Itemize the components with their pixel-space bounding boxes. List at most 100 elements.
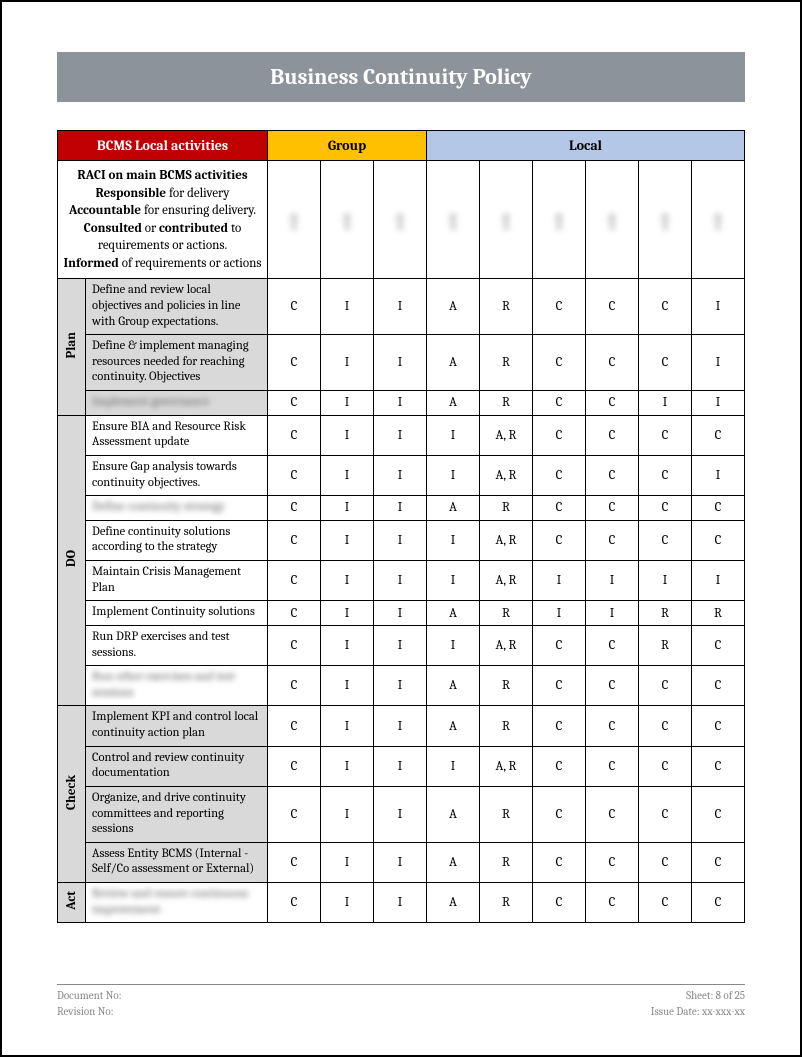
table-row: Define continuity solutions according to… — [58, 520, 745, 560]
raci-value: C — [639, 786, 692, 842]
raci-value: C — [586, 625, 639, 665]
activity-cell: Assess Entity BCMS (Internal - Self/Co a… — [86, 842, 268, 882]
activity-cell: Define and review local objectives and p… — [86, 279, 268, 335]
raci-description: RACI on main BCMS activities Responsible… — [58, 161, 268, 279]
activity-cell: Organize, and drive continuity committee… — [86, 786, 268, 842]
footer-doc-no: Document No: — [57, 988, 122, 1003]
table-row: DOEnsure BIA and Resource Risk Assessmen… — [58, 415, 745, 455]
activity-cell: Implement Continuity solutions — [86, 601, 268, 626]
raci-value: C — [533, 391, 586, 416]
raci-value: A, R — [480, 415, 533, 455]
header-local: Local — [427, 131, 745, 161]
role-header: role — [268, 161, 321, 279]
footer-sheet: Sheet: 8 of 25 — [651, 988, 745, 1003]
raci-value: I — [374, 883, 427, 923]
raci-value: C — [268, 666, 321, 706]
raci-value: C — [533, 666, 586, 706]
footer-rev-no: Revision No: — [57, 1004, 122, 1019]
raci-value: A, R — [480, 561, 533, 601]
activity-cell: Run other exercises and test sessions — [86, 666, 268, 706]
raci-value: C — [533, 842, 586, 882]
raci-value: C — [639, 496, 692, 521]
raci-value: I — [321, 601, 374, 626]
activity-cell: Control and review continuity documentat… — [86, 746, 268, 786]
raci-value: C — [586, 335, 639, 391]
role-header: role — [586, 161, 639, 279]
raci-value: I — [427, 520, 480, 560]
raci-value: R — [480, 335, 533, 391]
raci-value: I — [374, 706, 427, 746]
raci-value: I — [321, 496, 374, 521]
raci-value: R — [480, 883, 533, 923]
raci-value: C — [533, 625, 586, 665]
activity-cell: Maintain Crisis Management Plan — [86, 561, 268, 601]
phase-label: DO — [58, 415, 86, 706]
table-row: Run DRP exercises and test sessions.CIII… — [58, 625, 745, 665]
phase-label: Act — [58, 883, 86, 923]
activity-cell: Define continuity solutions according to… — [86, 520, 268, 560]
activity-cell: Ensure BIA and Resource Risk Assessment … — [86, 415, 268, 455]
raci-value: C — [268, 746, 321, 786]
raci-value: R — [480, 842, 533, 882]
raci-value: C — [268, 496, 321, 521]
raci-value: C — [268, 625, 321, 665]
raci-value: C — [268, 455, 321, 495]
role-header: role — [427, 161, 480, 279]
raci-value: C — [586, 415, 639, 455]
table-row: Ensure Gap analysis towards continuity o… — [58, 455, 745, 495]
activity-cell: Define continuity strategy — [86, 496, 268, 521]
phase-label: Check — [58, 706, 86, 883]
raci-value: C — [639, 520, 692, 560]
raci-value: I — [321, 706, 374, 746]
activity-cell: Implement governance — [86, 391, 268, 416]
raci-value: A, R — [480, 520, 533, 560]
table-row: Define continuity strategyCIIARCCCC — [58, 496, 745, 521]
raci-value: I — [374, 279, 427, 335]
raci-value: I — [321, 666, 374, 706]
table-row: Run other exercises and test sessionsCII… — [58, 666, 745, 706]
raci-value: I — [321, 415, 374, 455]
raci-value: C — [268, 842, 321, 882]
raci-value: I — [427, 561, 480, 601]
raci-value: I — [586, 601, 639, 626]
raci-value: C — [268, 335, 321, 391]
role-header: role — [639, 161, 692, 279]
raci-value: C — [692, 842, 745, 882]
raci-value: C — [586, 391, 639, 416]
raci-value: R — [639, 601, 692, 626]
raci-value: I — [321, 625, 374, 665]
raci-value: C — [586, 666, 639, 706]
raci-value: A — [427, 706, 480, 746]
raci-value: I — [692, 391, 745, 416]
raci-value: I — [533, 601, 586, 626]
raci-value: I — [692, 279, 745, 335]
raci-value: C — [639, 455, 692, 495]
raci-value: C — [268, 415, 321, 455]
table-row: Organize, and drive continuity committee… — [58, 786, 745, 842]
table-row: Implement Continuity solutionsCIIARIIRR — [58, 601, 745, 626]
raci-value: I — [692, 455, 745, 495]
table-row: CheckImplement KPI and control local con… — [58, 706, 745, 746]
raci-value: R — [480, 786, 533, 842]
raci-value: C — [639, 842, 692, 882]
page-footer: Document No: Revision No: Sheet: 8 of 25… — [57, 984, 745, 1019]
raci-value: A — [427, 496, 480, 521]
raci-value: C — [533, 415, 586, 455]
raci-value: C — [268, 706, 321, 746]
raci-value: C — [692, 706, 745, 746]
page-title: Business Continuity Policy — [57, 52, 745, 102]
role-header: role — [533, 161, 586, 279]
raci-value: I — [321, 561, 374, 601]
phase-label: Plan — [58, 279, 86, 415]
raci-value: I — [692, 561, 745, 601]
raci-value: C — [692, 415, 745, 455]
raci-value: C — [533, 883, 586, 923]
raci-value: C — [692, 520, 745, 560]
raci-value: R — [480, 391, 533, 416]
raci-value: I — [321, 746, 374, 786]
footer-issue: Issue Date: xx-xxx-xx — [651, 1004, 745, 1019]
raci-value: I — [374, 335, 427, 391]
raci-value: C — [586, 786, 639, 842]
raci-value: A, R — [480, 746, 533, 786]
raci-value: C — [533, 706, 586, 746]
